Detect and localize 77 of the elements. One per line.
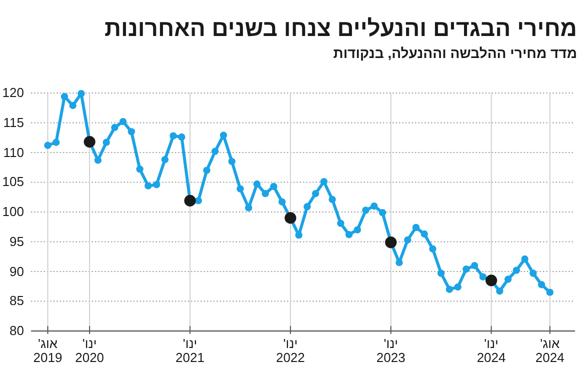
point [152,181,160,188]
point [102,138,110,146]
point [378,208,386,216]
y-tick-label: 110 [2,144,24,160]
point [429,245,436,252]
point [479,273,487,280]
point [304,203,311,210]
y-tick-label: 100 [1,204,24,219]
point [362,206,370,214]
point [504,276,512,283]
point [404,236,412,244]
point [228,158,236,166]
y-tick-label: 85 [8,293,24,308]
point [354,226,361,234]
point [538,280,546,288]
point [312,190,320,198]
point [253,180,261,188]
point [170,132,177,140]
point [178,133,186,141]
point [144,182,152,190]
point [446,286,454,293]
point [78,90,85,98]
point [111,124,118,132]
point [420,230,428,238]
point [345,231,353,238]
point [462,266,470,273]
point [136,166,144,173]
point [194,197,202,204]
point [385,236,397,248]
point [320,178,328,186]
point [337,220,344,227]
point [220,132,228,139]
point [69,102,76,110]
point [454,283,462,291]
y-tick-label: 90 [8,264,24,278]
y-tick-label: 115 [2,114,24,130]
point [370,202,378,210]
y-tick-label: 120 [1,85,24,100]
point [203,166,210,174]
x-tick-label: ינו' 2023 [375,336,406,365]
point [486,274,498,286]
y-tick-label: 105 [1,174,24,190]
point [128,128,136,136]
point [470,262,478,270]
x-tick-label: ינו' 2022 [274,336,306,365]
y-tick-label: 80 [8,323,24,338]
x-tick-label: ינו' 2020 [74,336,106,365]
point [262,190,269,198]
point [236,185,244,192]
point [212,148,219,155]
point [60,92,68,100]
point [530,270,537,277]
point [512,266,520,274]
point [52,138,60,146]
point [94,156,102,164]
point [245,204,252,212]
point [437,270,445,277]
point [119,118,127,126]
point [496,288,504,295]
point [328,196,336,204]
point [44,142,52,149]
point [161,156,169,164]
point [412,224,420,232]
x-tick-label: אוג' 2019 [32,336,64,365]
point [184,194,196,206]
point [270,182,278,190]
point [84,136,96,148]
chart-title: מחירי הבגדים והנעליים צנחו בשנים האחרונות [104,15,577,42]
point [278,198,286,206]
x-tick-label: ינו' 2024 [476,336,507,365]
chart-subtitle: מדד מחירי ההלבשה וההנעלה, בנקודות [333,45,577,61]
point [295,232,302,239]
point [521,255,528,263]
x-tick-label: אוג' 2024 [534,336,566,365]
y-tick-label: 95 [8,234,24,249]
x-tick-label: ינו' 2021 [174,336,206,365]
point [546,288,554,296]
